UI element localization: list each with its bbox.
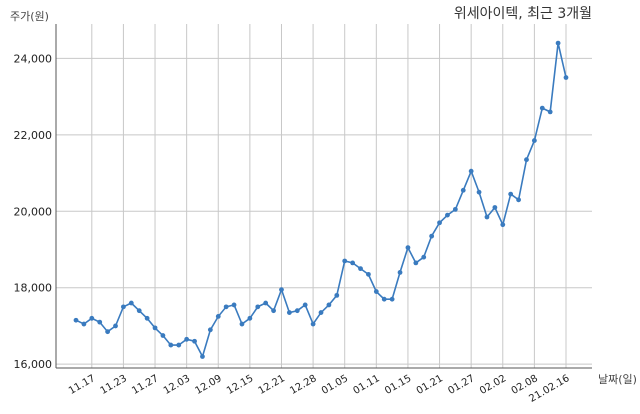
data-point (539, 105, 545, 111)
data-point (318, 310, 324, 315)
data-point (563, 75, 569, 80)
y-tick-label: 22,000 (14, 129, 53, 142)
data-point (215, 314, 221, 319)
data-point (468, 168, 474, 174)
data-point (176, 342, 182, 348)
data-point (271, 308, 276, 314)
data-point (381, 296, 387, 302)
data-point (342, 258, 348, 264)
data-point (397, 270, 403, 275)
axes (55, 24, 592, 369)
data-point (389, 296, 395, 302)
data-point (105, 329, 111, 335)
data-point (97, 319, 103, 325)
data-point (223, 304, 229, 310)
x-tick-label: 12.21 (257, 373, 287, 397)
data-point (445, 212, 450, 218)
x-tick-label: 01.11 (352, 373, 382, 397)
data-point (484, 214, 490, 220)
y-tick-label: 18,000 (14, 282, 53, 295)
x-tick-label: 12.28 (288, 373, 318, 397)
data-point (492, 205, 498, 210)
data-point (152, 325, 158, 331)
data-point (326, 302, 332, 308)
x-tick-label: 02.02 (478, 373, 508, 397)
data-point (452, 206, 458, 212)
x-tick-label: 01.05 (320, 373, 350, 397)
data-point (136, 308, 142, 314)
data-point (144, 315, 150, 321)
x-tick-label: 01.15 (383, 373, 413, 397)
data-point (302, 302, 308, 308)
data-point (128, 300, 134, 306)
data-point (437, 220, 442, 226)
data-point (421, 254, 427, 260)
data-point (460, 187, 466, 193)
y-tick-label: 24,000 (14, 52, 53, 65)
data-point (160, 333, 166, 338)
x-tick-label: 01.27 (446, 373, 476, 397)
y-tick-label: 16,000 (14, 358, 53, 371)
data-point (200, 354, 205, 359)
data-point (555, 40, 561, 46)
y-tick-label: 20,000 (14, 205, 53, 218)
data-point (373, 289, 379, 294)
price-series (73, 40, 569, 359)
data-point (547, 109, 553, 115)
x-tick-label: 11.23 (99, 373, 129, 397)
data-point (89, 315, 95, 321)
data-point (358, 266, 363, 272)
data-point (279, 287, 284, 293)
data-point (168, 342, 174, 348)
data-point (310, 321, 316, 327)
x-tick-label: 12.15 (225, 373, 255, 397)
data-point (81, 321, 87, 327)
data-point (500, 222, 506, 228)
data-point (184, 336, 190, 342)
chart-title: 위세아이텍, 최근 3개월 (454, 6, 592, 22)
data-point (334, 292, 340, 298)
data-point (516, 197, 521, 203)
data-point (73, 317, 79, 323)
data-point (121, 304, 126, 310)
data-point (429, 233, 435, 239)
data-point (263, 300, 269, 306)
y-axis-label: 주가(원) (10, 10, 49, 23)
data-point (239, 321, 245, 327)
data-point (476, 189, 482, 195)
data-point (286, 310, 292, 315)
data-point (350, 260, 356, 266)
x-tick-label: 01.21 (415, 373, 445, 397)
x-tick-label: 12.03 (162, 373, 192, 397)
data-point (207, 327, 213, 333)
x-axis-label: 날짜(일) (598, 372, 637, 386)
data-point (524, 157, 529, 163)
data-point (531, 138, 537, 143)
data-point (413, 260, 419, 266)
data-point (113, 323, 118, 329)
data-point (366, 271, 371, 277)
x-tick-label: 11.27 (130, 373, 160, 397)
x-tick-labels: 11.17 11.23 11.27 12.03 12.09 12.15 12.21 12.28… (67, 373, 571, 405)
data-point (294, 308, 300, 314)
data-point (231, 302, 237, 308)
data-point (247, 315, 253, 321)
x-tick-label: 11.17 (67, 373, 97, 397)
data-point (255, 304, 261, 310)
grid-lines (56, 24, 592, 368)
data-point (405, 245, 411, 251)
data-point (508, 191, 514, 197)
series-line (75, 42, 567, 359)
data-point (192, 338, 197, 344)
x-tick-label: 12.09 (193, 373, 223, 397)
y-tick-labels: 16,000 18,000 20,000 22,000 24,000 (14, 52, 53, 371)
